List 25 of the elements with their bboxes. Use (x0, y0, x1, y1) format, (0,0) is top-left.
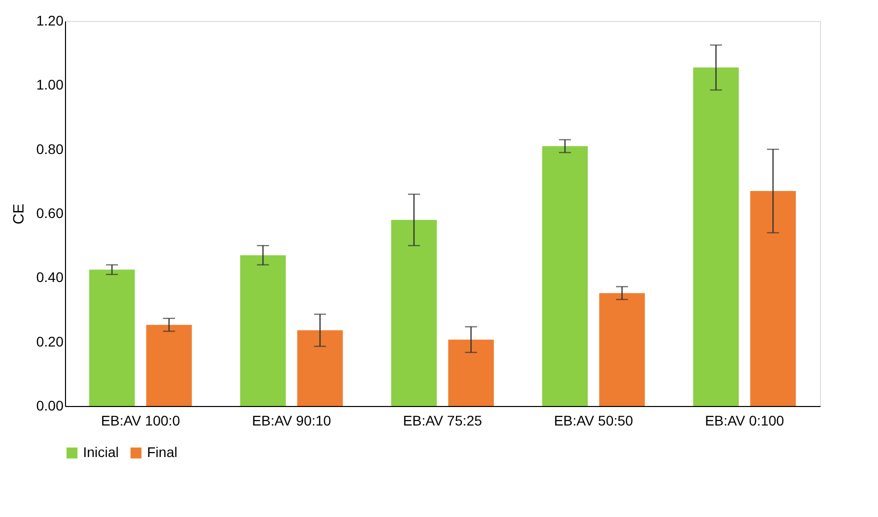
bar (750, 191, 796, 406)
bar (89, 270, 135, 406)
bar (146, 324, 192, 406)
y-tick-label: 1.00 (36, 76, 64, 93)
y-tick-label: 0.40 (36, 269, 64, 286)
x-tick-label: EB:AV 50:50 (554, 412, 634, 428)
bar (599, 293, 645, 406)
bar (693, 68, 739, 406)
y-tick-label: 0.00 (36, 398, 64, 414)
y-tick-label: 0.20 (36, 333, 64, 350)
legend-label: Inicial (83, 444, 119, 460)
bar (240, 255, 286, 406)
y-axis-title: CE (10, 204, 28, 224)
bar (542, 146, 588, 406)
y-tick-label: 1.20 (36, 12, 64, 28)
x-tick-label: EB:AV 100:0 (100, 412, 180, 428)
y-tick-label: 0.80 (36, 140, 64, 157)
x-tick-label: EB:AV 75:25 (402, 412, 482, 428)
legend-label: Final (147, 444, 178, 460)
y-tick-label: 0.60 (36, 205, 64, 221)
bar (391, 220, 437, 406)
bar (297, 330, 343, 406)
bar (448, 340, 494, 406)
x-tick-label: EB:AV 0:100 (704, 412, 784, 428)
x-tick-label: EB:AV 90:10 (252, 412, 332, 428)
